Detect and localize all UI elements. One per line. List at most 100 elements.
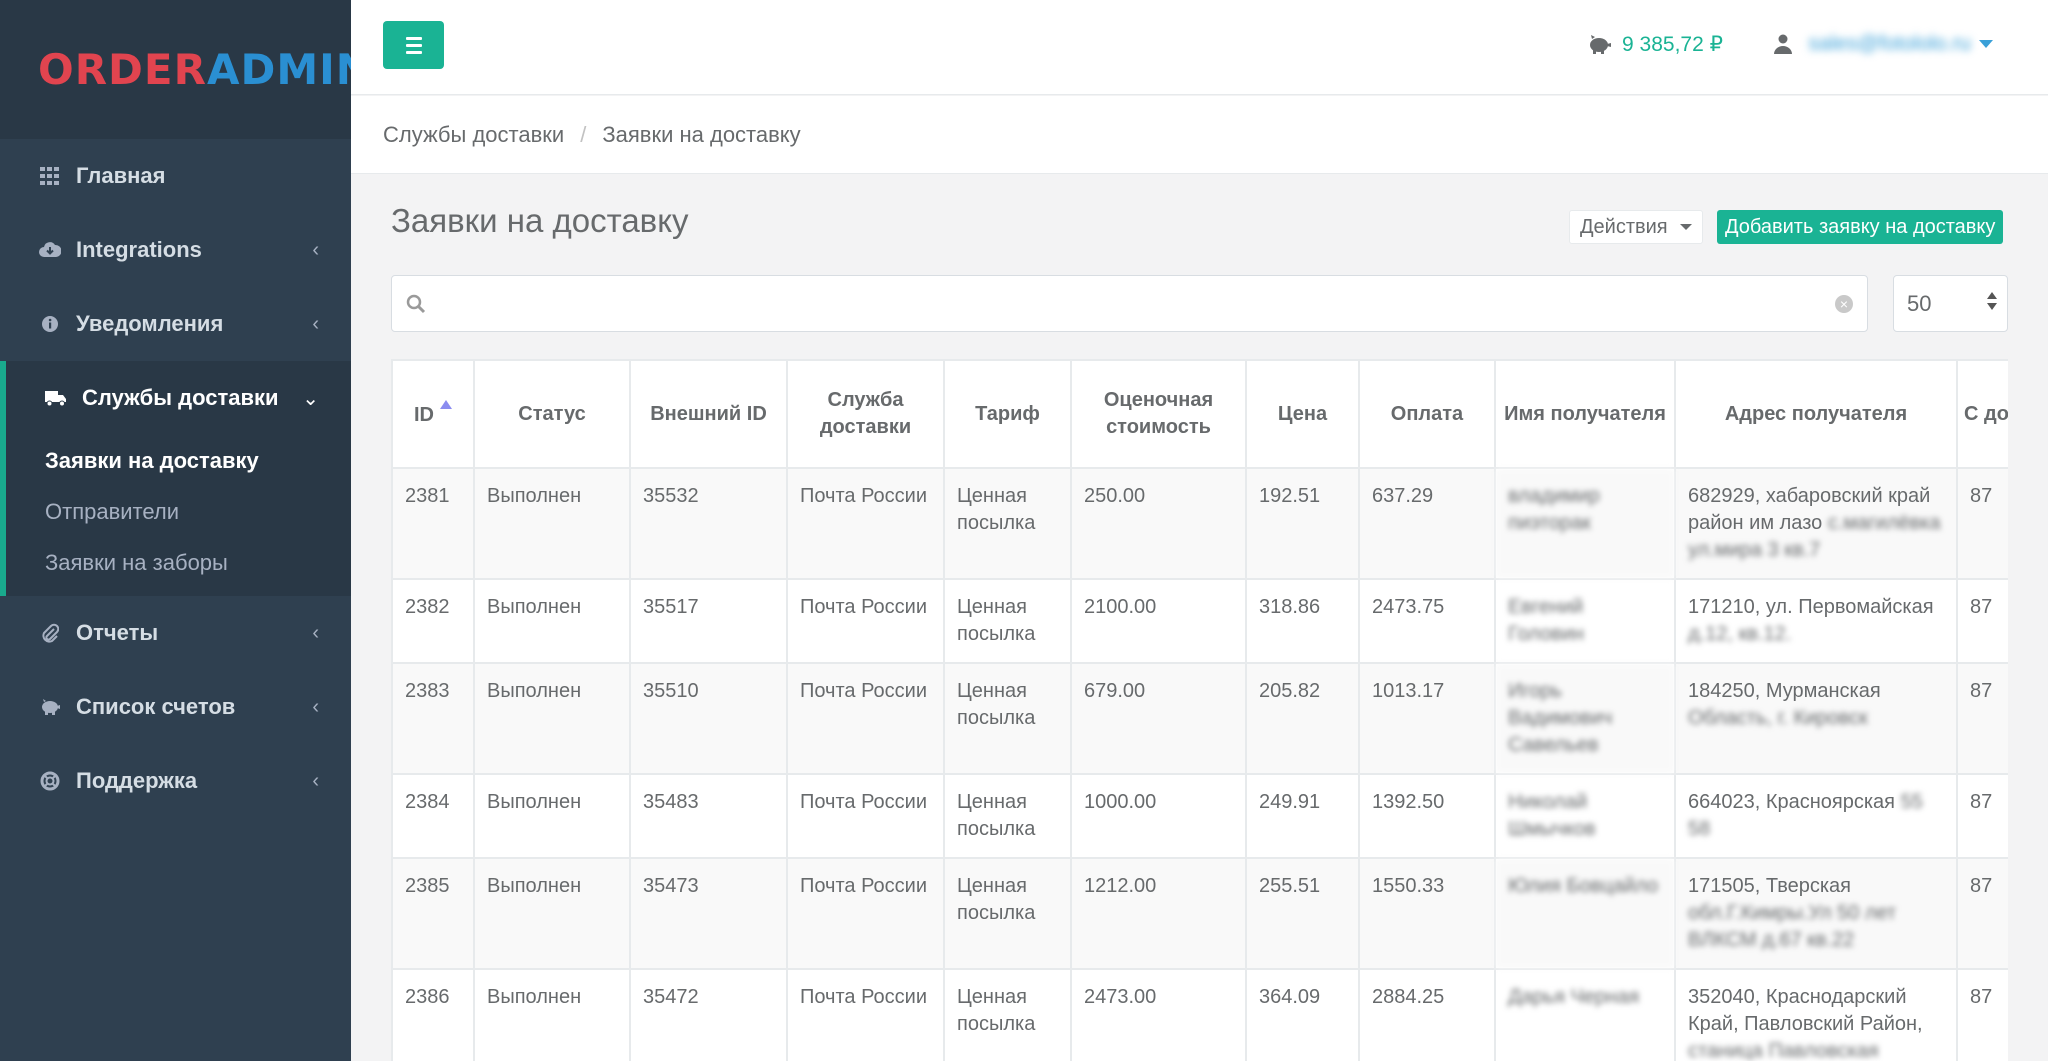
delivery-requests-table: ID Статус Внешний ID Служба доставки Тар… — [391, 359, 2008, 1061]
sidebar-item-delivery-services[interactable]: Службы доставки ⌄ — [6, 361, 351, 435]
cell-extra: 87 — [1956, 578, 2008, 664]
cell-estimate: 2473.00 — [1070, 968, 1247, 1061]
truck-icon — [44, 386, 68, 410]
cell-service: Почта России — [786, 662, 945, 775]
chevron-left-icon: ‹ — [312, 238, 319, 261]
cell-recipient-name: владимир пиэторак — [1494, 467, 1676, 580]
cell-id: 2386 — [391, 968, 475, 1061]
column-header-estimated-value[interactable]: Оценочная стоимость — [1070, 359, 1247, 469]
sidebar-item-invoices[interactable]: Список счетов ‹ — [0, 670, 351, 744]
table-body: 2381 Выполнен 35532 Почта России Ценная … — [391, 467, 2008, 1061]
breadcrumb-parent[interactable]: Службы доставки — [383, 121, 565, 147]
sidebar-subitem-delivery-requests[interactable]: Заявки на доставку — [45, 447, 259, 473]
table-row[interactable]: 2381 Выполнен 35532 Почта России Ценная … — [391, 467, 2008, 580]
cell-estimate: 679.00 — [1070, 662, 1247, 775]
sidebar-item-label: Integrations — [76, 237, 202, 262]
sidebar-nav-bottom: Отчеты ‹ Список счетов ‹ Поддержка ‹ — [0, 596, 351, 818]
per-page-select[interactable]: 50 — [1893, 275, 2008, 332]
column-header-id[interactable]: ID — [391, 359, 475, 469]
column-header-tariff[interactable]: Тариф — [943, 359, 1072, 469]
add-delivery-request-button[interactable]: Добавить заявку на доставку — [1717, 210, 2004, 244]
cell-extra: 87 — [1956, 968, 2008, 1061]
breadcrumb: Службы доставки / Заявки на доставку — [351, 96, 2048, 174]
column-header-status[interactable]: Статус — [473, 359, 631, 469]
actions-dropdown-button[interactable]: Действия — [1569, 210, 1703, 244]
sidebar-item-label: Отчеты — [76, 620, 159, 645]
cell-id: 2381 — [391, 467, 475, 580]
table-row[interactable]: 2384 Выполнен 35483 Почта России Ценная … — [391, 773, 2008, 859]
cell-status: Выполнен — [473, 968, 631, 1061]
cell-external-id: 35532 — [629, 467, 788, 580]
delivery-requests-table-container[interactable]: ID Статус Внешний ID Служба доставки Тар… — [391, 359, 2008, 1061]
sidebar-item-label: Список счетов — [76, 694, 236, 719]
cell-id: 2384 — [391, 773, 475, 859]
piggy-bank-icon — [1590, 34, 1612, 54]
top-navbar: 9 385,72 ₽ sales@fotololo.ru — [351, 0, 2048, 95]
sidebar-subitem-senders[interactable]: Отправители — [45, 498, 180, 524]
account-balance[interactable]: 9 385,72 ₽ — [1587, 32, 1723, 57]
sidebar-item-label: Главная — [76, 163, 166, 188]
cell-estimate: 1000.00 — [1070, 773, 1247, 859]
table-row[interactable]: 2383 Выполнен 35510 Почта России Ценная … — [391, 662, 2008, 775]
cell-recipient-name: Юлия Бовцайло — [1494, 857, 1676, 970]
table-row[interactable]: 2386 Выполнен 35472 Почта России Ценная … — [391, 968, 2008, 1061]
sidebar-item-integrations[interactable]: Integrations ‹ — [0, 213, 351, 287]
column-header-delivery-service[interactable]: Служба доставки — [786, 359, 945, 469]
cell-payment: 1392.50 — [1358, 773, 1496, 859]
cell-extra: 87 — [1956, 773, 2008, 859]
cell-status: Выполнен — [473, 662, 631, 775]
cell-tariff: Ценная посылка — [943, 773, 1072, 859]
piggy-bank-icon — [38, 695, 62, 719]
cell-external-id: 35473 — [629, 857, 788, 970]
sidebar-subnav: Заявки на доставку Отправители Заявки на… — [6, 435, 351, 596]
column-header-recipient-address[interactable]: Адрес получателя — [1674, 359, 1958, 469]
cell-status: Выполнен — [473, 467, 631, 580]
chevron-left-icon: ‹ — [312, 695, 319, 718]
cell-service: Почта России — [786, 578, 945, 664]
user-email: sales@fotololo.ru — [1808, 32, 1971, 55]
cell-extra: 87 — [1956, 857, 2008, 970]
clear-search-icon[interactable]: × — [1835, 295, 1853, 313]
cell-price: 192.51 — [1245, 467, 1360, 580]
cell-tariff: Ценная посылка — [943, 467, 1072, 580]
column-header-external-id[interactable]: Внешний ID — [629, 359, 788, 469]
cell-recipient-address: 171210, ул. Первомайская д.12, кв.12. — [1674, 578, 1958, 664]
cell-extra: 87 — [1956, 662, 2008, 775]
sidebar-item-notifications[interactable]: Уведомления ‹ — [0, 287, 351, 361]
table-row[interactable]: 2382 Выполнен 35517 Почта России Ценная … — [391, 578, 2008, 664]
sidebar-item-reports[interactable]: Отчеты ‹ — [0, 596, 351, 670]
sidebar-item-label: Поддержка — [76, 768, 198, 793]
sidebar-item-home[interactable]: Главная — [0, 139, 351, 213]
sidebar-subitem-pickup-requests[interactable]: Заявки на заборы — [45, 549, 228, 575]
cell-extra: 87 — [1956, 467, 2008, 580]
cell-estimate: 1212.00 — [1070, 857, 1247, 970]
life-ring-icon — [38, 769, 62, 793]
column-header-cut[interactable]: С до — [1956, 359, 2008, 469]
cell-estimate: 250.00 — [1070, 467, 1247, 580]
balance-value: 9 385,72 ₽ — [1622, 33, 1723, 56]
cell-recipient-address: 184250, Мурманская Область, г. Кировск — [1674, 662, 1958, 775]
table-row[interactable]: 2385 Выполнен 35473 Почта России Ценная … — [391, 857, 2008, 970]
cell-payment: 637.29 — [1358, 467, 1496, 580]
hamburger-icon — [405, 36, 422, 40]
column-header-recipient-name[interactable]: Имя получателя — [1494, 359, 1676, 469]
chevron-down-icon: ⌄ — [302, 387, 319, 410]
cell-external-id: 35472 — [629, 968, 788, 1061]
column-header-price[interactable]: Цена — [1245, 359, 1360, 469]
user-menu[interactable]: sales@fotololo.ru — [1774, 32, 1993, 56]
logo[interactable]: ORDERADMIN — [0, 0, 351, 139]
sidebar-item-support[interactable]: Поддержка ‹ — [0, 744, 351, 818]
search-input[interactable] — [440, 284, 1800, 324]
logo-order: ORDER — [38, 45, 207, 94]
per-page-value: 50 — [1907, 290, 1932, 316]
menu-toggle-button[interactable] — [383, 21, 444, 69]
cell-price: 249.91 — [1245, 773, 1360, 859]
cell-external-id: 35510 — [629, 662, 788, 775]
sidebar: ORDERADMIN Главная Integrations ‹ Уведом… — [0, 0, 351, 1061]
column-header-payment[interactable]: Оплата — [1358, 359, 1496, 469]
cloud-download-icon — [38, 238, 62, 262]
cell-status: Выполнен — [473, 578, 631, 664]
cell-service: Почта России — [786, 467, 945, 580]
cell-tariff: Ценная посылка — [943, 578, 1072, 664]
actions-label: Действия — [1580, 215, 1668, 238]
